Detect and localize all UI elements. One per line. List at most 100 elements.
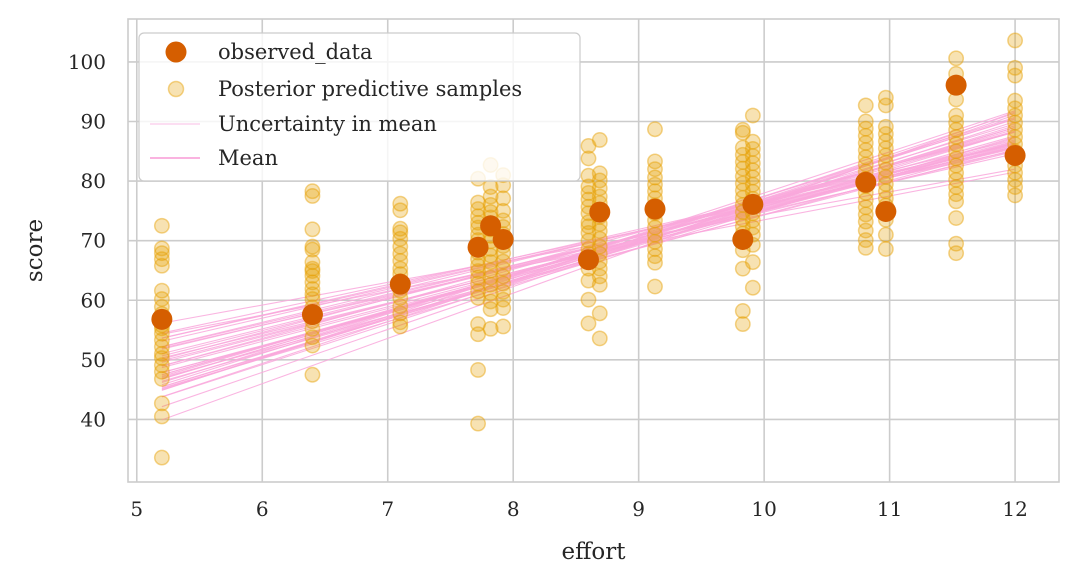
x-axis-label: effort <box>561 539 626 565</box>
observed-point <box>644 198 666 220</box>
posterior-sample-point <box>495 300 512 316</box>
posterior-sample-point <box>591 172 608 189</box>
posterior-sample-point <box>877 154 894 171</box>
posterior-sample-point <box>153 240 170 257</box>
posterior-sample-point <box>857 213 874 230</box>
posterior-sample-point <box>304 254 321 271</box>
posterior-sample-point <box>857 113 874 130</box>
posterior-sample-point <box>580 272 597 289</box>
posterior-sample-point <box>1007 32 1024 49</box>
posterior-sample-point <box>647 219 663 236</box>
posterior-samples <box>153 32 1024 466</box>
observed-point <box>1004 144 1026 166</box>
posterior-sample-point <box>744 162 761 179</box>
posterior-sample-point <box>470 362 487 378</box>
observed-point <box>389 273 411 295</box>
posterior-sample-point <box>580 178 597 195</box>
posterior-sample-point <box>744 254 761 271</box>
posterior-sample-point <box>591 330 608 347</box>
posterior-sample-point <box>470 269 487 286</box>
posterior-sample-point <box>580 291 597 308</box>
posterior-sample-point <box>153 395 170 412</box>
posterior-sample-point <box>482 276 499 293</box>
posterior-sample-point <box>304 337 321 354</box>
posterior-sample-point <box>734 182 751 199</box>
posterior-sample-point <box>591 223 608 240</box>
posterior-sample-point <box>1007 187 1024 204</box>
posterior-sample-point <box>482 188 499 205</box>
posterior-sample-point <box>153 217 170 234</box>
posterior-sample-point <box>744 140 761 157</box>
posterior-sample-point <box>580 150 597 167</box>
posterior-sample-point <box>392 220 409 237</box>
posterior-sample-point <box>304 280 321 297</box>
posterior-sample-point <box>734 303 751 319</box>
observed-point <box>480 215 502 237</box>
posterior-sample-point <box>1007 121 1024 138</box>
posterior-sample-point <box>734 316 751 333</box>
posterior-sample-point <box>877 241 894 257</box>
posterior-sample-point <box>392 224 409 241</box>
posterior-sample-point <box>153 449 170 466</box>
posterior-sample-point <box>857 199 874 216</box>
posterior-sample-point <box>470 194 487 211</box>
legend-label-observed: observed_data <box>218 40 373 64</box>
posterior-sample-point <box>495 253 512 270</box>
posterior-sample-point <box>647 176 663 193</box>
observed-points <box>151 74 1026 330</box>
posterior-sample-point <box>877 161 894 178</box>
posterior-sample-point <box>580 137 597 154</box>
posterior-sample-point <box>857 97 874 114</box>
posterior-sample-point <box>877 147 894 164</box>
posterior-sample-point <box>948 107 965 124</box>
posterior-sample-point <box>734 154 751 170</box>
posterior-sample-point <box>857 120 874 137</box>
posterior-sample-point <box>153 282 170 299</box>
posterior-sample-point <box>482 293 499 310</box>
posterior-sample-point <box>948 136 965 153</box>
posterior-sample-point <box>1007 59 1024 76</box>
posterior-sample-point <box>495 190 512 207</box>
posterior-sample-point <box>948 164 965 181</box>
posterior-sample-point <box>153 245 170 262</box>
observed-point <box>945 74 967 96</box>
legend-label-uncertainty: Uncertainty in mean <box>218 112 437 136</box>
posterior-sample-point <box>647 183 663 200</box>
posterior-sample-point <box>153 357 170 374</box>
posterior-sample-point <box>470 257 487 274</box>
posterior-sample-point <box>495 318 512 335</box>
posterior-sample-point <box>877 118 894 135</box>
posterior-sample-point <box>153 332 170 349</box>
posterior-sample-point <box>1007 67 1024 84</box>
posterior-sample-point <box>495 268 512 285</box>
posterior-sample-point <box>591 230 608 247</box>
posterior-sample-point <box>857 239 874 256</box>
y-tick-label: 90 <box>81 109 106 133</box>
y-tick-label: 40 <box>81 407 106 431</box>
x-tick-label: 10 <box>751 497 776 521</box>
y-tick-label: 80 <box>81 169 106 193</box>
posterior-sample-point <box>304 329 321 346</box>
posterior-sample-point <box>744 107 761 124</box>
posterior-sample-point <box>495 291 512 308</box>
posterior-sample-point <box>580 218 597 235</box>
posterior-sample-point <box>948 150 965 167</box>
posterior-sample-point <box>857 222 874 239</box>
posterior-sample-point <box>647 241 663 257</box>
posterior-sample-point <box>647 153 663 170</box>
y-tick-label: 100 <box>68 50 106 74</box>
posterior-sample-point <box>153 408 170 425</box>
posterior-sample-point <box>304 260 321 277</box>
posterior-sample-point <box>495 275 512 292</box>
posterior-sample-point <box>877 183 894 200</box>
posterior-sample-point <box>1007 114 1024 131</box>
posterior-sample-point <box>647 169 663 186</box>
y-tick-label: 70 <box>81 229 106 253</box>
posterior-sample-point <box>580 191 597 208</box>
posterior-sample-point <box>1007 100 1024 117</box>
posterior-sample-point <box>392 305 409 322</box>
posterior-sample-point <box>470 415 487 432</box>
observed-point <box>742 193 764 215</box>
posterior-sample-point <box>304 267 321 284</box>
posterior-sample-point <box>877 140 894 157</box>
